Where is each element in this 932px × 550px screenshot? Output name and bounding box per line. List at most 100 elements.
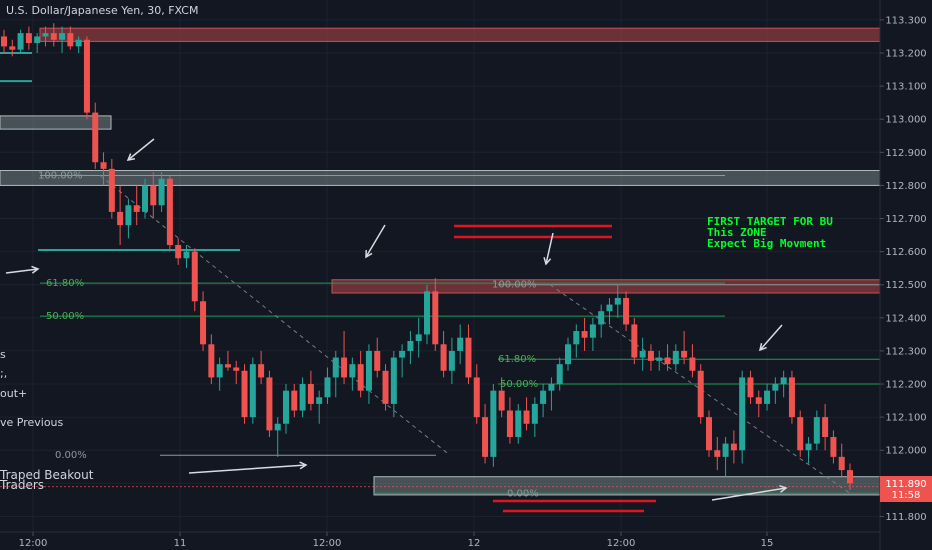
candle-body bbox=[581, 331, 588, 338]
candle bbox=[142, 178, 148, 219]
candle-body bbox=[573, 331, 580, 345]
candle bbox=[291, 384, 298, 418]
candle bbox=[399, 344, 406, 378]
candle-body bbox=[822, 417, 829, 437]
candle bbox=[465, 324, 472, 385]
candle-body bbox=[506, 410, 513, 437]
candle bbox=[606, 297, 613, 325]
target-note-line-1: FIRST TARGET FOR BU bbox=[707, 215, 833, 228]
candle-body bbox=[424, 291, 430, 335]
candle bbox=[565, 337, 571, 371]
candle-body bbox=[374, 350, 381, 371]
annotation-arrow bbox=[188, 464, 307, 474]
x-tick-label: 12 bbox=[468, 538, 481, 549]
candle bbox=[9, 39, 16, 57]
candle-body bbox=[1, 36, 7, 47]
candle bbox=[548, 377, 555, 411]
current-price-value: 111.890 bbox=[885, 479, 926, 490]
time-axis[interactable]: 12:00 11 12:00 12 12:00 15 bbox=[19, 532, 774, 549]
candle bbox=[556, 357, 563, 391]
candle-body bbox=[764, 390, 771, 404]
candle bbox=[83, 36, 90, 120]
candle-body bbox=[847, 470, 853, 484]
dashed-trend-line bbox=[549, 284, 851, 494]
fib-level-label: 50.00% bbox=[46, 311, 84, 322]
candle-body bbox=[656, 357, 663, 361]
candle-body bbox=[133, 205, 140, 212]
candle bbox=[706, 410, 712, 457]
candle-body bbox=[390, 357, 397, 404]
candle bbox=[689, 344, 696, 378]
candle-body bbox=[697, 370, 704, 418]
candle-body bbox=[631, 324, 638, 358]
candle-body bbox=[158, 178, 165, 206]
candle-body bbox=[755, 397, 762, 404]
candle-body bbox=[299, 384, 306, 411]
candle bbox=[424, 284, 430, 345]
y-tick-label: 112.500 bbox=[885, 280, 926, 291]
countdown-value: 11:58 bbox=[892, 490, 921, 501]
candle bbox=[125, 198, 132, 239]
candle bbox=[805, 436, 812, 464]
candle-body bbox=[614, 297, 621, 305]
candle bbox=[117, 185, 124, 245]
candle bbox=[92, 102, 99, 169]
candle bbox=[365, 344, 372, 404]
candle-body bbox=[166, 178, 173, 245]
candle-body bbox=[67, 33, 74, 47]
candle-body bbox=[780, 377, 787, 385]
candle-body bbox=[772, 384, 779, 391]
candle bbox=[540, 384, 547, 418]
candle-body bbox=[191, 251, 198, 302]
candle-body bbox=[233, 367, 240, 371]
candle-body bbox=[25, 33, 32, 44]
candle bbox=[847, 463, 853, 490]
candle bbox=[482, 403, 489, 464]
dashed-trend-line bbox=[99, 175, 451, 456]
candle-body bbox=[183, 251, 190, 259]
candle bbox=[739, 370, 746, 464]
candle bbox=[50, 23, 57, 47]
side-note-4: ve Previous bbox=[0, 416, 64, 429]
candle-body bbox=[548, 384, 555, 391]
zones bbox=[0, 27, 881, 496]
candle bbox=[166, 175, 173, 252]
candle bbox=[17, 29, 24, 53]
candle-body bbox=[681, 350, 688, 358]
candle-body bbox=[92, 112, 99, 163]
candle bbox=[183, 244, 190, 269]
candle-body bbox=[440, 344, 447, 371]
candle bbox=[614, 284, 621, 318]
candle bbox=[415, 317, 422, 358]
candle-body bbox=[274, 423, 281, 431]
candle bbox=[59, 26, 66, 53]
candle-body bbox=[17, 33, 24, 50]
fib-retracements: 100.00% 61.80% 50.00% 0.00% 100.00% 61.80% 50.… bbox=[0, 51, 880, 499]
candle-body bbox=[465, 337, 472, 378]
y-tick-label: 112.900 bbox=[885, 148, 926, 159]
candle bbox=[589, 317, 596, 351]
candle-body bbox=[42, 33, 49, 37]
candle bbox=[42, 26, 49, 47]
candle bbox=[714, 436, 721, 471]
candle-body bbox=[830, 436, 837, 457]
candle bbox=[498, 377, 505, 418]
annotation-arrow bbox=[127, 138, 155, 161]
candle bbox=[822, 403, 829, 451]
candle bbox=[266, 370, 273, 437]
candle-body bbox=[606, 304, 613, 312]
candle-body bbox=[706, 417, 712, 451]
y-tick-label: 112.600 bbox=[885, 247, 926, 258]
candle-body bbox=[722, 443, 729, 457]
candle bbox=[200, 291, 207, 351]
side-note-1: s bbox=[0, 348, 6, 361]
candle-body bbox=[813, 417, 820, 444]
candle-body bbox=[200, 301, 207, 345]
candle bbox=[457, 324, 464, 365]
candle-body bbox=[739, 377, 746, 451]
annotation-arrowhead bbox=[758, 343, 767, 352]
candle-body bbox=[332, 357, 339, 378]
candle bbox=[755, 390, 762, 418]
